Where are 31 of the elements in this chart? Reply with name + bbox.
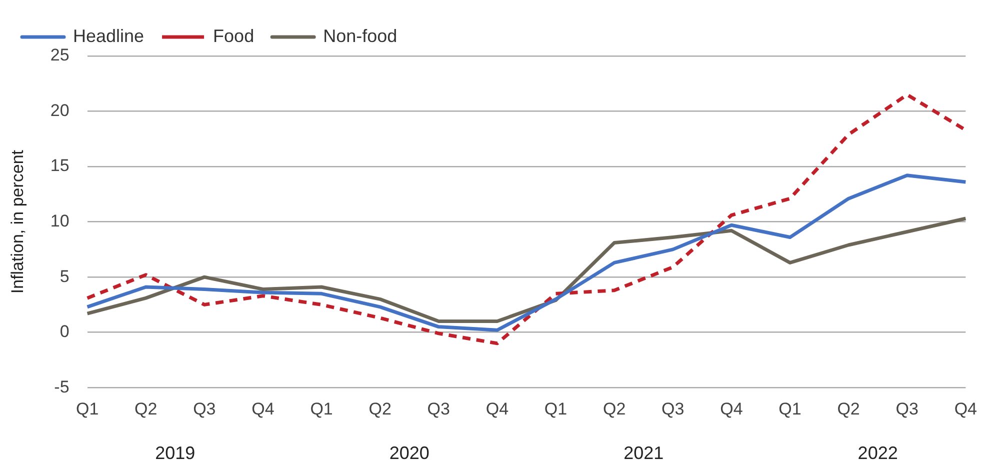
x-tick-label: Q1 (76, 399, 99, 418)
legend-label: Headline (73, 26, 144, 46)
x-tick-label: Q3 (896, 399, 918, 418)
y-tick-label: 5 (60, 266, 70, 286)
x-tick-label: Q3 (662, 399, 684, 418)
text: 2021 (624, 442, 664, 463)
y-tick-label: 10 (50, 211, 70, 230)
y-axis-title: Inflation, in percent (8, 150, 27, 294)
x-tick-label: Q1 (778, 399, 802, 418)
x-tick-label: Q1 (310, 399, 333, 418)
x-tick-label: Q2 (602, 399, 626, 418)
x-tick-label: Q4 (954, 399, 978, 418)
text: 2022 (858, 442, 898, 463)
x-tick-label: Q4 (252, 399, 274, 418)
legend-label: Food (213, 26, 254, 46)
x-tick-label: Q3 (427, 399, 450, 418)
x-tick-label: Q1 (544, 399, 568, 418)
y-tick-label: 15 (50, 156, 70, 176)
y-tick-label: -5 (54, 377, 70, 396)
x-tick-label: Q4 (486, 399, 509, 418)
x-tick-label: Q3 (193, 399, 216, 418)
x-tick-label: Q2 (837, 399, 860, 418)
y-tick-label: 25 (50, 46, 70, 65)
x-tick-label: Q4 (720, 399, 743, 418)
x-tick-label: Q2 (368, 399, 392, 418)
text: 2019 (155, 442, 196, 463)
legend-label: Non-food (323, 26, 398, 46)
y-tick-label: 0 (60, 322, 70, 342)
y-tick-label: 20 (50, 100, 70, 120)
text: 2020 (389, 442, 430, 463)
x-tick-label: Q2 (134, 399, 158, 418)
